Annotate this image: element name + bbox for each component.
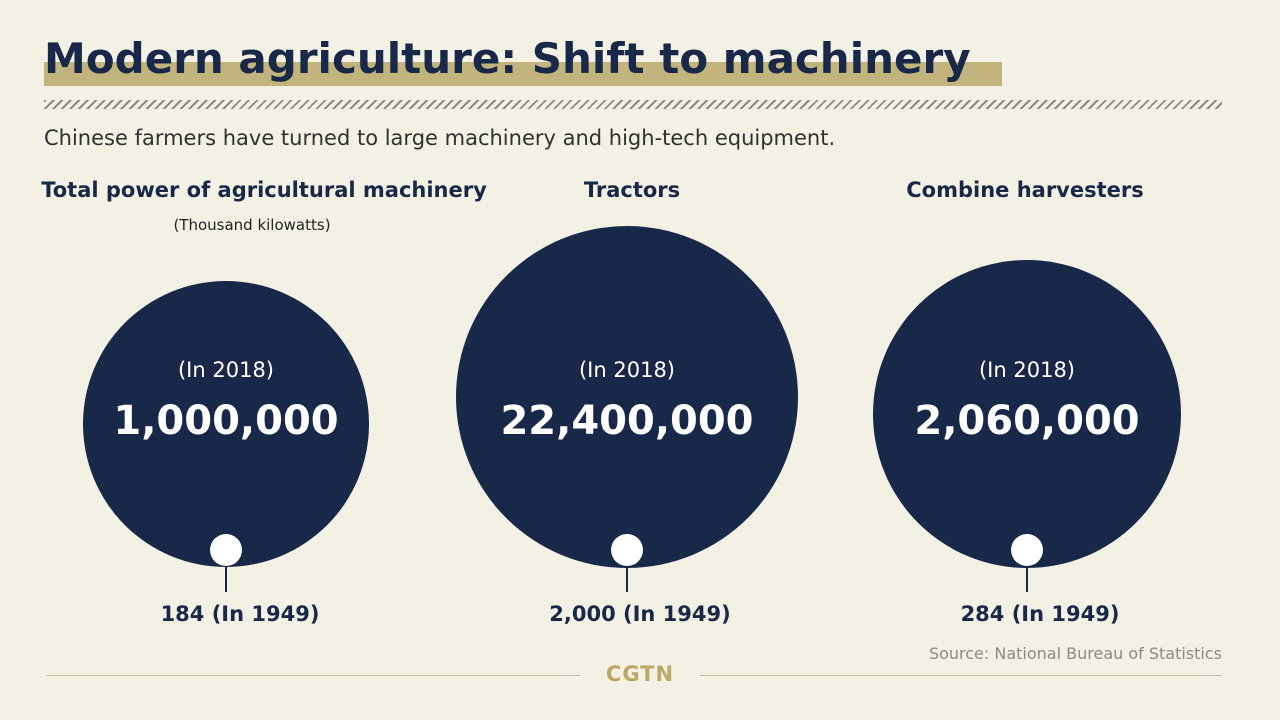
page-title: Modern agriculture: Shift to machinery bbox=[44, 34, 971, 83]
year-label-2018-machinery-power: (In 2018) bbox=[178, 358, 274, 382]
year-label-2018-tractors: (In 2018) bbox=[579, 358, 675, 382]
bubble-2018-combine-harvesters bbox=[873, 260, 1181, 568]
value-label-1949-combine-harvesters: 284 (In 1949) bbox=[961, 602, 1120, 626]
value-label-2018-combine-harvesters: 2,060,000 bbox=[914, 398, 1139, 444]
page-subtitle: Chinese farmers have turned to large mac… bbox=[44, 126, 836, 150]
source-note: Source: National Bureau of Statistics bbox=[928, 644, 1222, 663]
bubble-1949-machinery-power bbox=[210, 534, 242, 566]
footer-divider-left bbox=[46, 675, 580, 676]
value-label-1949-tractors: 2,000 (In 1949) bbox=[549, 602, 730, 626]
chart-title-combine-harvesters: Combine harvesters bbox=[906, 178, 1144, 202]
hatched-divider bbox=[44, 100, 1222, 109]
year-label-2018-combine-harvesters: (In 2018) bbox=[979, 358, 1075, 382]
title-highlight bbox=[44, 62, 1002, 86]
value-label-1949-machinery-power: 184 (In 1949) bbox=[161, 602, 320, 626]
bubble-2018-machinery-power bbox=[83, 281, 369, 567]
bubble-2018-tractors bbox=[456, 226, 798, 568]
chart-title-machinery-power: Total power of agricultural machinery bbox=[41, 178, 487, 202]
bubble-1949-tractors bbox=[611, 534, 643, 566]
chart-unit-machinery-power: (Thousand kilowatts) bbox=[173, 216, 331, 234]
cgtn-logo: CGTN bbox=[605, 662, 675, 686]
value-label-2018-machinery-power: 1,000,000 bbox=[113, 398, 338, 444]
value-label-2018-tractors: 22,400,000 bbox=[500, 398, 753, 444]
bubble-1949-combine-harvesters bbox=[1011, 534, 1043, 566]
chart-title-tractors: Tractors bbox=[583, 178, 681, 202]
footer-divider-right bbox=[700, 675, 1222, 676]
title-block: Modern agriculture: Shift to machinery bbox=[44, 28, 1002, 90]
